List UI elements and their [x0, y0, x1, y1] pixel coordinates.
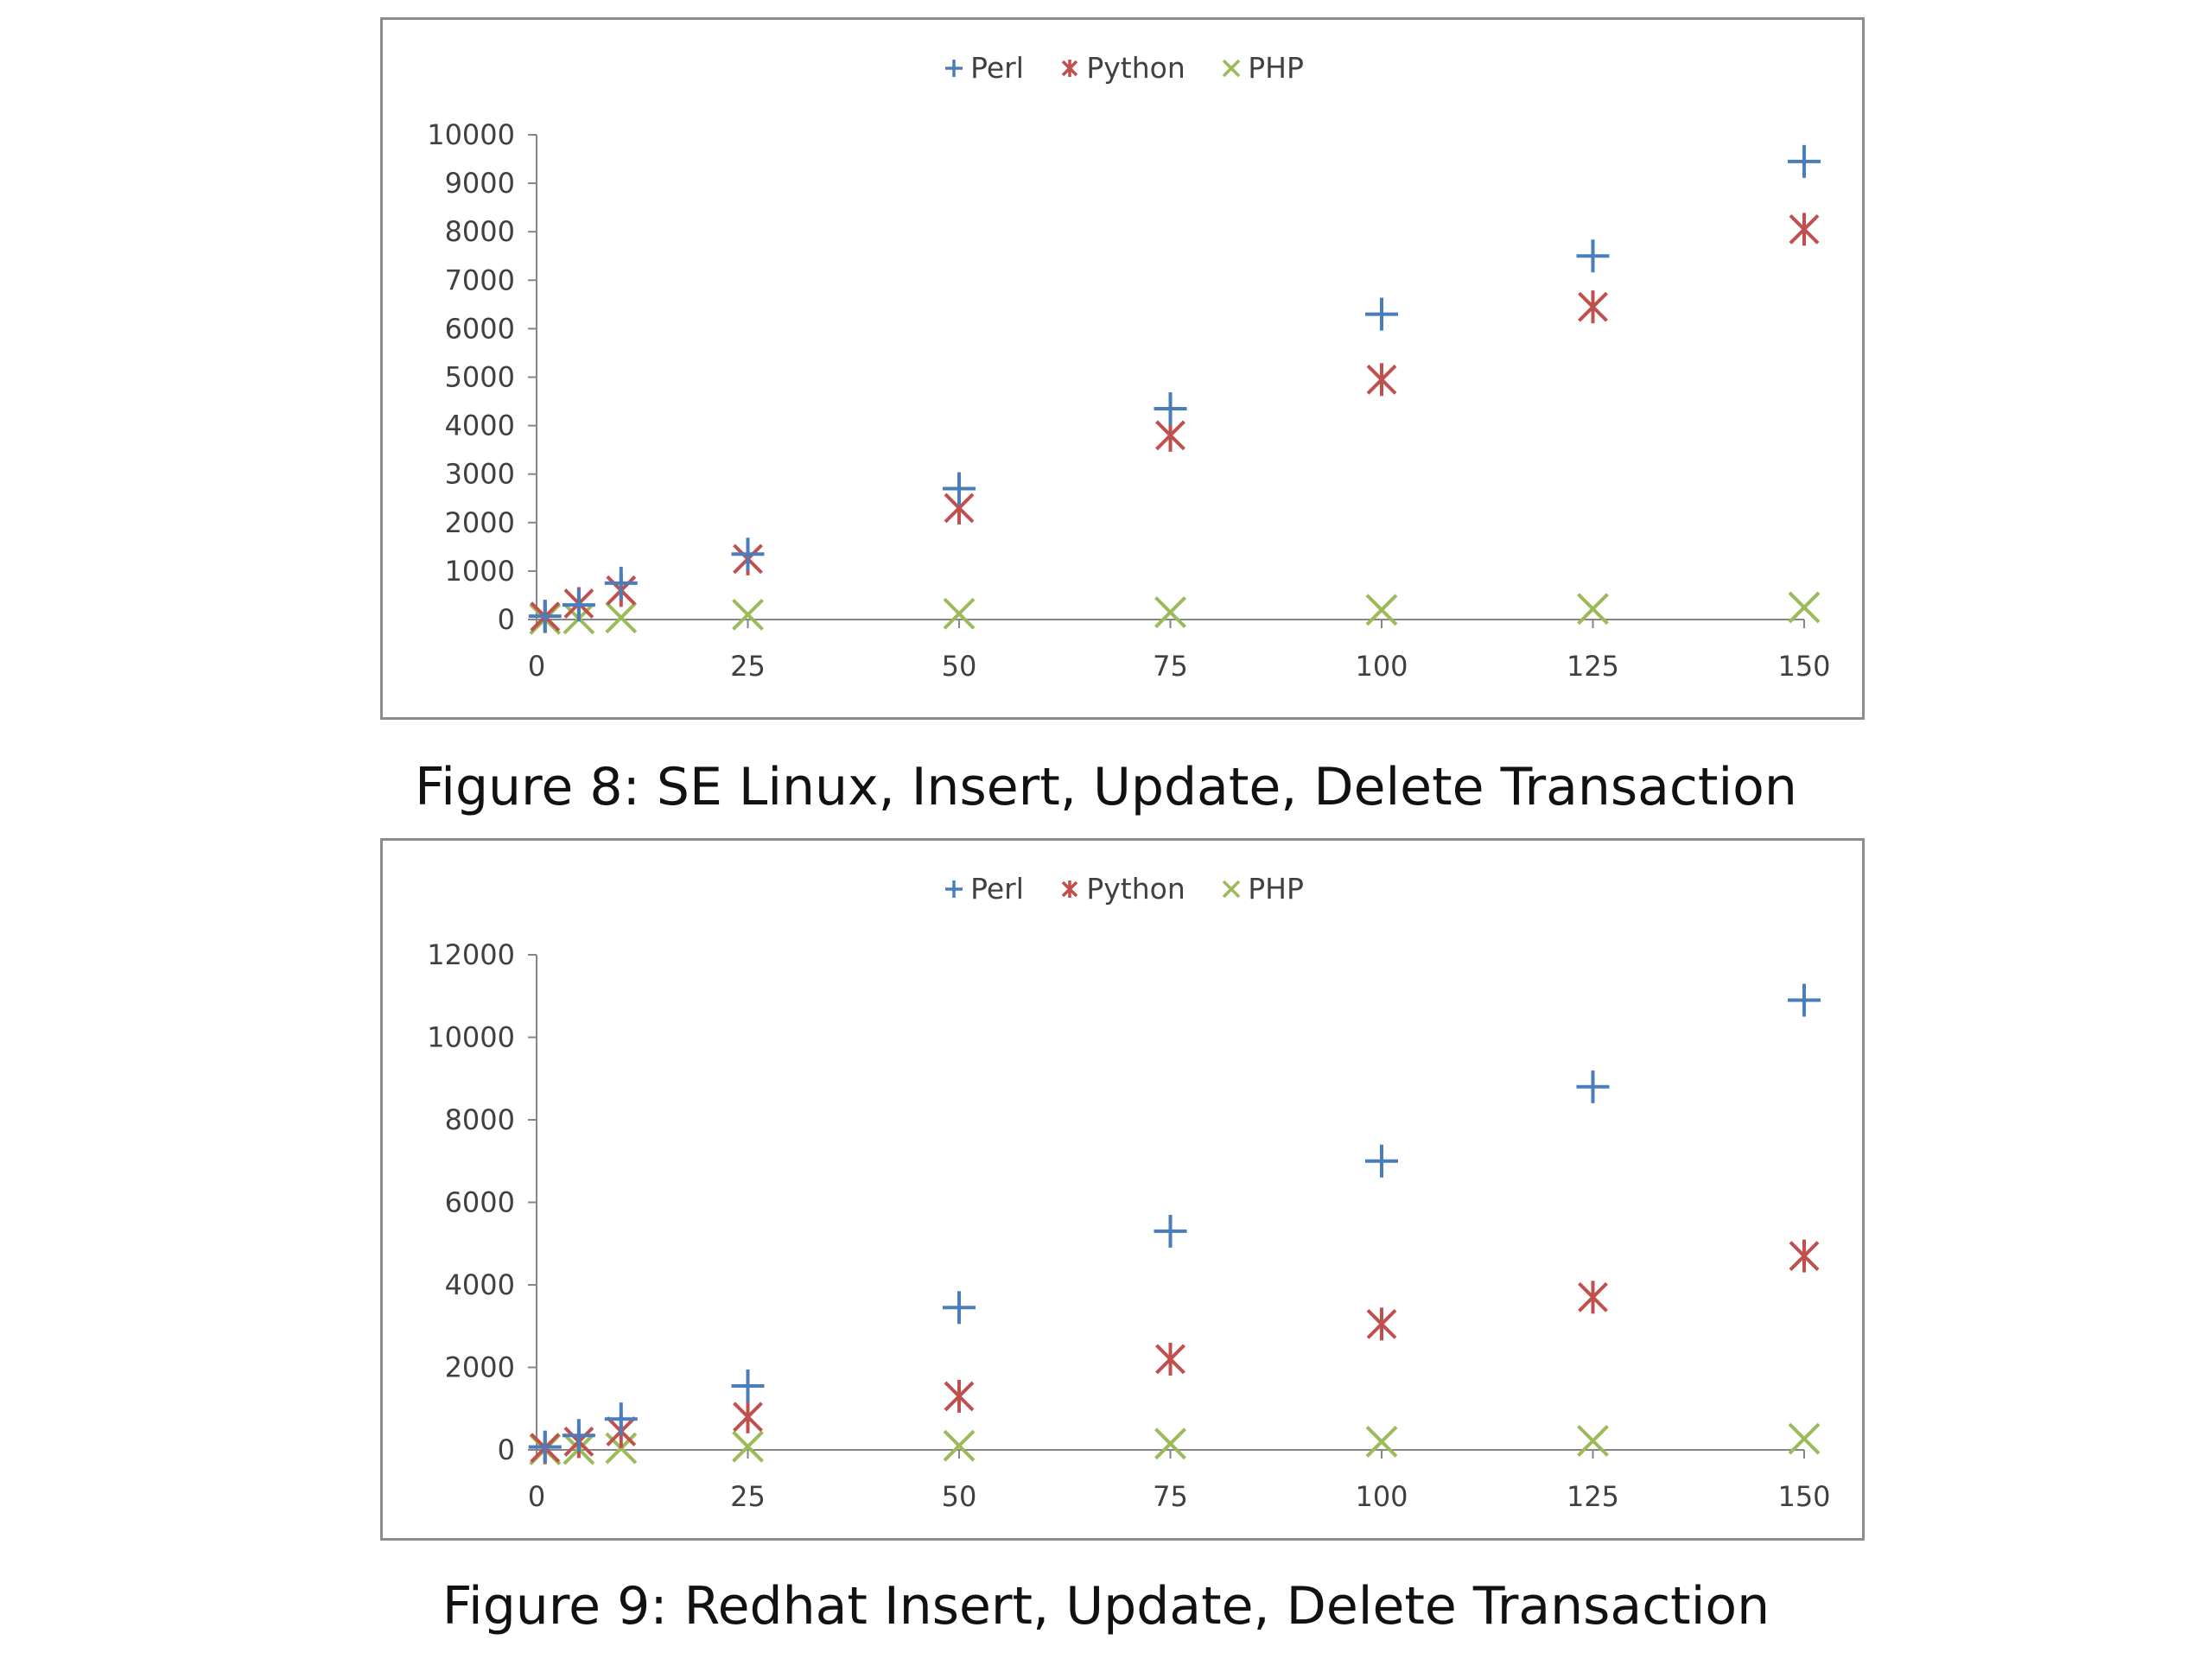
- x-tick-label: 125: [1567, 1480, 1619, 1513]
- y-tick-label: 0: [498, 603, 515, 636]
- y-tick-label: 4000: [445, 410, 515, 442]
- x-tick-label: 50: [942, 650, 977, 683]
- data-point-perl: [943, 472, 976, 505]
- data-point-php: [1788, 591, 1821, 624]
- plus-marker-icon: [945, 60, 963, 77]
- legend-label: Perl: [970, 872, 1024, 906]
- chart-container-figure-8: Perl Python PHP 0 1000 2000 3000 4000 5000 600…: [380, 17, 1865, 720]
- data-point-perl: [528, 600, 562, 633]
- legend-label: Python: [1086, 872, 1185, 906]
- x-tick-label: 25: [730, 1480, 766, 1513]
- data-point-php: [943, 1429, 976, 1462]
- data-point-perl: [1365, 1144, 1398, 1178]
- data-point-php: [1154, 596, 1186, 628]
- data-point-python: [1578, 1281, 1608, 1314]
- x-tick-label: 0: [528, 650, 545, 683]
- x-tick-label: 150: [1777, 650, 1830, 683]
- data-point-php: [1154, 1427, 1186, 1460]
- data-point-php: [1788, 1422, 1821, 1455]
- x-marker-icon: [1223, 880, 1241, 899]
- x-tick-label: 150: [1777, 1480, 1830, 1513]
- x-tick-label: 75: [1153, 1480, 1188, 1513]
- y-tick-label: 6000: [445, 1186, 515, 1219]
- y-tick-label: 9000: [445, 167, 515, 200]
- x-tick-label: 50: [942, 1480, 977, 1513]
- data-point-php: [943, 597, 976, 630]
- figure-9-caption: Figure 9: Redhat Insert, Update, Delete …: [442, 1576, 1770, 1637]
- data-point-python: [1366, 363, 1397, 397]
- legend-item-php: PHP: [1218, 51, 1304, 85]
- y-tick-label: 2000: [445, 1351, 515, 1384]
- y-tick-label: 3000: [445, 458, 515, 491]
- y-tick-label: 4000: [445, 1268, 515, 1301]
- plus-marker-icon: [945, 880, 963, 898]
- data-point-php: [1577, 1425, 1609, 1457]
- scatter-plot-figure-8: 0100020003000400050006000700080009000100…: [427, 118, 1830, 683]
- y-tick-label: 8000: [445, 1103, 515, 1136]
- data-point-perl: [562, 1419, 595, 1452]
- data-point-perl: [1788, 983, 1821, 1017]
- legend-label: Python: [1086, 51, 1185, 85]
- legend-label: PHP: [1248, 51, 1304, 85]
- data-point-perl: [1576, 1070, 1610, 1103]
- legend-item-perl: Perl: [941, 51, 1024, 85]
- data-point-php: [605, 1432, 638, 1465]
- data-point-perl: [731, 537, 765, 571]
- data-point-php: [605, 601, 638, 634]
- x-tick-label: 0: [528, 1480, 545, 1513]
- legend-label: Perl: [970, 51, 1024, 85]
- figure-8-caption: Figure 8: SE Linux, Insert, Update, Dele…: [415, 757, 1797, 817]
- data-point-python: [1789, 213, 1820, 246]
- star-marker-icon: [1062, 60, 1078, 77]
- legend-item-python: Python: [1057, 872, 1185, 906]
- data-point-php: [732, 598, 764, 631]
- data-point-perl: [604, 1402, 638, 1436]
- y-tick-label: 0: [498, 1433, 515, 1466]
- star-marker-icon: [1062, 880, 1078, 898]
- data-point-php: [1365, 1426, 1398, 1458]
- y-tick-label: 2000: [445, 506, 515, 539]
- data-point-perl: [562, 588, 595, 622]
- legend-item-perl: Perl: [941, 872, 1024, 906]
- y-tick-label: 12000: [427, 938, 515, 971]
- data-point-python: [944, 1379, 975, 1413]
- data-point-perl: [1154, 391, 1187, 425]
- x-tick-label: 100: [1355, 1480, 1408, 1513]
- x-tick-label: 25: [730, 650, 766, 683]
- x-marker-icon: [1223, 59, 1241, 78]
- data-point-perl: [943, 1291, 976, 1325]
- data-point-perl: [1576, 239, 1610, 273]
- chart-legend: Perl Python PHP: [383, 51, 1862, 85]
- y-tick-label: 10000: [427, 1021, 515, 1054]
- y-tick-label: 6000: [445, 312, 515, 345]
- x-tick-label: 75: [1153, 650, 1188, 683]
- scatter-plot-figure-9: 0 2000 4000 6000 8000 10000 12000 0 25 50 75 100 125…: [427, 938, 1830, 1513]
- data-point-perl: [1154, 1214, 1187, 1248]
- x-tick-label: 100: [1355, 650, 1408, 683]
- legend-label: PHP: [1248, 872, 1304, 906]
- data-point-perl: [731, 1369, 765, 1402]
- x-tick-label: 125: [1567, 650, 1619, 683]
- data-point-perl: [604, 566, 638, 600]
- legend-item-python: Python: [1057, 51, 1185, 85]
- data-point-python: [1155, 1342, 1185, 1376]
- data-point-php: [732, 1430, 764, 1463]
- chart-legend: Perl Python PHP: [383, 872, 1862, 906]
- y-tick-label: 8000: [445, 215, 515, 248]
- data-point-perl: [528, 1430, 562, 1464]
- chart-container-figure-9: Perl Python PHP 0 2000 4000 6000 8000 10000 12…: [380, 838, 1865, 1541]
- data-point-php: [1365, 594, 1398, 626]
- data-point-perl: [1365, 297, 1398, 331]
- data-point-php: [1577, 593, 1609, 626]
- data-point-python: [1578, 290, 1608, 324]
- data-point-python: [1366, 1307, 1397, 1341]
- data-point-python: [1789, 1239, 1820, 1273]
- data-point-python: [733, 1400, 763, 1433]
- y-tick-label: 5000: [445, 361, 515, 394]
- data-point-perl: [1788, 144, 1821, 178]
- y-tick-label: 7000: [445, 264, 515, 296]
- y-tick-label: 10000: [427, 118, 515, 151]
- legend-item-php: PHP: [1218, 872, 1304, 906]
- y-tick-label: 1000: [445, 555, 515, 588]
